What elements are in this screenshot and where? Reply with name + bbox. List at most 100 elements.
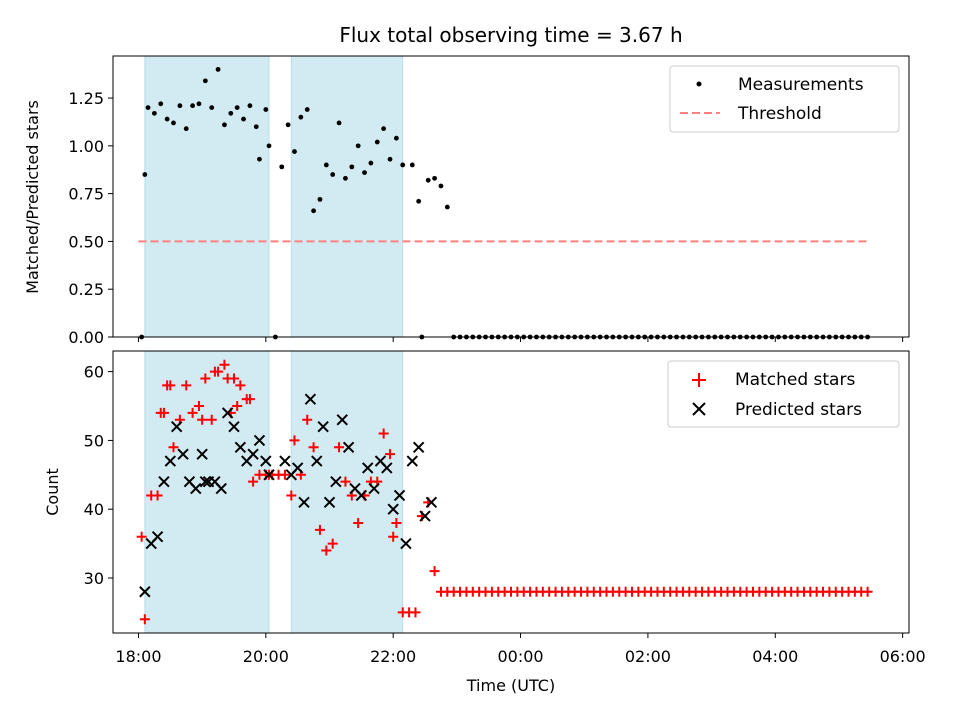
matched-star-point — [213, 366, 224, 377]
measurement-point — [432, 175, 437, 181]
bottom-shaded-interval-1 — [290, 350, 404, 634]
bottom-xtick-label: 04:00 — [752, 647, 798, 666]
top-shaded-intervals — [144, 55, 404, 338]
measurement-point — [234, 105, 240, 111]
measurement-point — [142, 172, 148, 177]
predicted-star-point — [400, 537, 412, 550]
measurement-point — [209, 105, 215, 111]
chart-title: Flux total observing time = 3.67 h — [339, 23, 682, 47]
measurement-point — [190, 103, 196, 109]
predicted-star-point — [412, 441, 425, 454]
predicted-star-point — [387, 503, 399, 515]
measurement-point — [349, 164, 355, 170]
bottom-xlabel: Time (UTC) — [466, 676, 555, 695]
matched-star-point — [152, 490, 163, 501]
predicted-star-point — [164, 455, 177, 467]
measurement-point — [400, 162, 406, 168]
matched-star-point — [206, 414, 217, 425]
predicted-star-point — [406, 455, 419, 467]
top-ytick-label: 1.00 — [68, 137, 104, 156]
matched-star-point — [165, 380, 176, 391]
measurement-point — [247, 103, 253, 109]
predicted-star-point — [151, 530, 164, 543]
predicted-star-point — [215, 482, 227, 495]
predicted-star-point — [158, 475, 170, 488]
measurement-point — [298, 114, 304, 120]
matched-star-point — [248, 476, 259, 487]
top-ytick-label: 1.25 — [68, 89, 104, 108]
legend-predicted-marker — [692, 402, 706, 416]
predicted-star-point — [221, 407, 234, 419]
bottom-xtick-label: 20:00 — [243, 647, 289, 666]
measurement-point — [317, 196, 323, 202]
matched-star-point — [340, 476, 351, 487]
predicted-star-point — [298, 496, 310, 509]
predicted-star-point — [228, 420, 240, 433]
measurement-point — [304, 107, 310, 112]
predicted-stars-points — [139, 393, 438, 598]
predicted-star-point — [170, 420, 183, 433]
measurement-point — [343, 175, 348, 181]
measurement-point — [263, 107, 269, 112]
matched-star-point — [219, 359, 230, 370]
predicted-star-point — [355, 489, 368, 502]
top-x-ticks — [137, 337, 904, 342]
measurement-point — [202, 78, 208, 84]
bottom-panel: 30 40 50 60 18:00 20:00 22:00 00:00 02:00 04:00 0… — [43, 350, 926, 695]
predicted-star-point — [139, 586, 151, 598]
top-shaded-interval-0 — [144, 55, 270, 338]
bottom-xtick-label: 02:00 — [625, 647, 671, 666]
bottom-xtick-label: 18:00 — [115, 647, 161, 666]
measurement-point — [336, 120, 342, 126]
matched-star-point — [410, 607, 421, 618]
matched-star-point — [193, 401, 204, 412]
bottom-ytick-label: 40 — [84, 500, 104, 519]
measurement-point — [330, 172, 336, 177]
predicted-star-point — [342, 441, 355, 454]
matched-star-point — [197, 414, 208, 425]
legend-matched-label: Matched stars — [735, 370, 855, 390]
measurement-point — [425, 177, 431, 183]
matched-star-point — [244, 394, 255, 405]
bottom-ytick-label: 30 — [84, 569, 104, 588]
matched-star-point — [158, 407, 169, 418]
bottom-ytick-label: 60 — [84, 363, 104, 382]
measurement-point — [409, 162, 415, 168]
matched-star-point — [862, 586, 873, 597]
measurement-point — [393, 135, 399, 141]
matched-star-point — [286, 490, 297, 501]
matched-star-point — [388, 531, 399, 542]
legend-threshold-label: Threshold — [737, 104, 822, 124]
measurement-point — [158, 101, 164, 107]
predicted-star-point — [177, 448, 189, 460]
bottom-axes-frame — [112, 350, 910, 634]
measurement-point — [266, 143, 272, 149]
top-ylabel: Matched/Predicted stars — [23, 100, 42, 294]
measurement-point — [164, 116, 170, 122]
measurement-point — [222, 122, 227, 128]
matched-star-point — [378, 428, 389, 439]
matched-star-point — [279, 469, 290, 480]
measurement-point — [311, 208, 316, 214]
measurement-point — [285, 122, 291, 128]
predicted-star-point — [368, 482, 380, 495]
predicted-star-point — [253, 434, 266, 447]
measurement-point — [241, 116, 246, 122]
measurement-point — [279, 164, 285, 170]
predicted-star-point — [425, 496, 438, 509]
matched-star-point — [327, 538, 338, 549]
matched-star-point — [391, 517, 402, 528]
predicted-star-point — [263, 469, 275, 481]
predicted-star-point — [291, 462, 304, 474]
predicted-star-point — [317, 420, 329, 433]
measurement-point — [438, 183, 444, 189]
measurement-point — [145, 105, 151, 111]
measurement-point — [323, 162, 329, 168]
matched-star-point — [429, 566, 440, 577]
top-ytick-label: 0.75 — [68, 185, 104, 204]
bottom-shaded-intervals — [144, 350, 404, 634]
measurement-point — [292, 149, 297, 154]
top-legend-box — [669, 65, 900, 133]
measurement-point — [215, 66, 221, 72]
